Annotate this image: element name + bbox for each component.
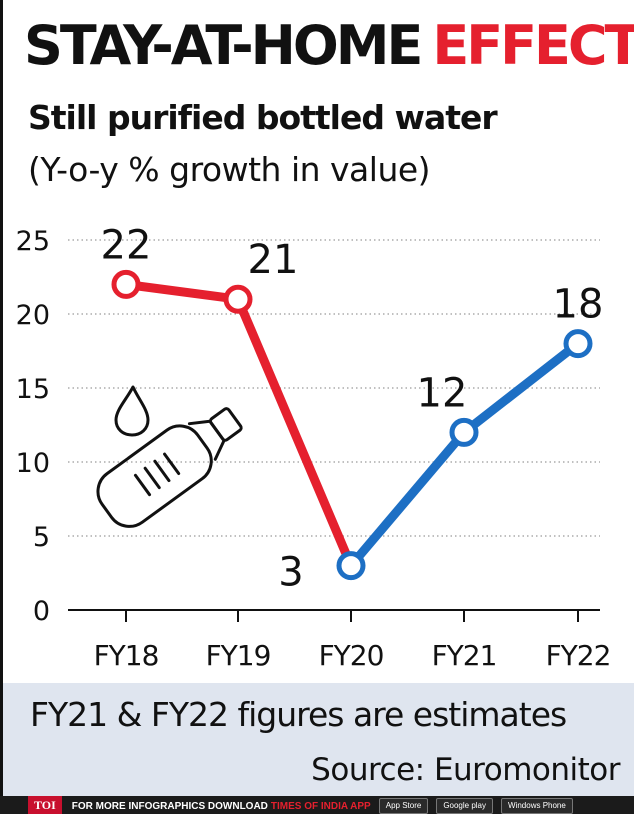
data-point — [223, 284, 253, 314]
windows-phone-badge[interactable]: Windows Phone — [501, 798, 573, 814]
y-tick-label: 5 — [33, 522, 50, 553]
x-tick-label: FY20 — [319, 639, 384, 672]
data-point — [336, 551, 366, 581]
y-tick-label: 15 — [16, 374, 50, 405]
source-credit: Source: Euromonitor — [311, 752, 620, 788]
footer-app-text[interactable]: TIMES OF INDIA APP — [270, 801, 371, 812]
headline: STAY-AT-HOME EFFECT — [24, 4, 634, 88]
x-tick-label: FY21 — [432, 639, 497, 672]
water-bottle-icon — [96, 385, 243, 528]
data-label: 18 — [553, 282, 604, 328]
unit-note: (Y-o-y % growth in value) — [28, 150, 431, 189]
y-tick-label: 20 — [16, 300, 50, 331]
y-tick-label: 25 — [16, 226, 50, 257]
footer-text: FOR MORE INFOGRAPHICS DOWNLOAD — [71, 801, 268, 812]
line-chart: 0 5 10 15 20 25 FY18 FY19 FY20 FY21 FY22 22 21 3 12 18 — [16, 222, 612, 672]
google-play-badge[interactable]: Google play — [436, 798, 494, 814]
headline-main: STAY-AT-HOME — [24, 14, 423, 77]
note-band — [3, 683, 634, 796]
data-label: 21 — [248, 237, 299, 283]
data-label: 22 — [101, 222, 152, 268]
toi-logo: TOI — [28, 796, 62, 814]
chart-subtitle: Still purified bottled water — [28, 98, 498, 137]
x-tick-label: FY22 — [546, 639, 611, 672]
x-tick-label: FY19 — [206, 639, 271, 672]
data-label: 3 — [278, 550, 303, 596]
axes: 0 5 10 15 20 25 FY18 FY19 FY20 FY21 FY22 — [16, 226, 612, 672]
frame-border — [0, 0, 3, 796]
data-point — [111, 269, 141, 299]
estimate-note: FY21 & FY22 figures are estimates — [30, 695, 567, 734]
data-point — [563, 329, 593, 359]
data-label: 12 — [417, 370, 468, 416]
app-store-badge[interactable]: App Store — [378, 798, 429, 814]
y-tick-label: 0 — [33, 596, 50, 627]
footer-bar: TOI FOR MORE INFOGRAPHICS DOWNLOAD TIMES O… — [0, 796, 634, 814]
x-tick-label: FY18 — [94, 639, 159, 672]
y-tick-label: 10 — [16, 448, 50, 479]
data-point — [449, 417, 479, 447]
headline-accent: EFFECT — [432, 14, 634, 77]
